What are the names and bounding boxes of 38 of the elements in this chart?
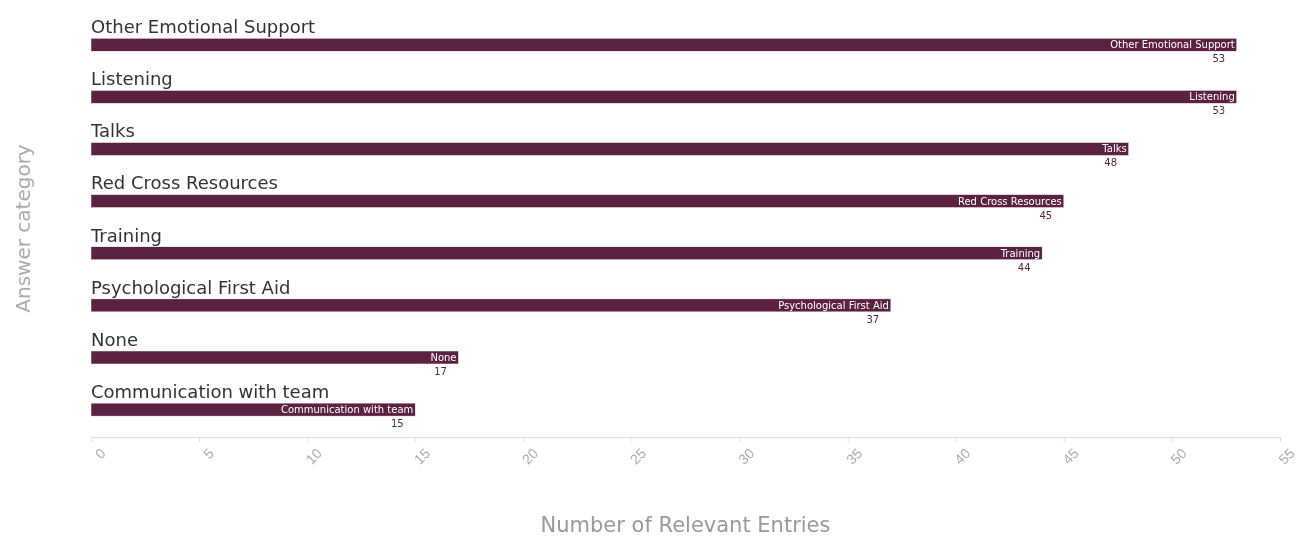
y-axis-title: Answer category xyxy=(11,144,35,313)
x-tick-label: 45 xyxy=(1059,444,1082,468)
category-label: None xyxy=(430,351,457,363)
x-tick-label: 5 xyxy=(200,444,217,462)
x-tick-label: 10 xyxy=(302,444,326,468)
y-tick-label: Talks xyxy=(90,120,135,142)
category-label: Listening xyxy=(1189,91,1235,103)
y-tick-label: Communication with team xyxy=(91,380,330,402)
x-tick-label: 25 xyxy=(626,444,650,468)
x-axis-title: Number of Relevant Entries xyxy=(540,513,831,537)
y-tick-label: Training xyxy=(90,224,163,246)
x-tick-label: 55 xyxy=(1275,444,1298,468)
data-label: 17 xyxy=(434,365,447,377)
category-label: Communication with team xyxy=(280,404,414,416)
data-label: 45 xyxy=(1039,209,1053,221)
y-tick-label: Listening xyxy=(91,68,173,90)
data-label: 37 xyxy=(866,313,880,325)
y-tick-label: Red Cross Resources xyxy=(91,172,278,194)
y-tick-label: None xyxy=(91,328,138,350)
data-label: 53 xyxy=(1212,105,1226,117)
x-tick-label: 40 xyxy=(951,444,974,468)
data-label: 53 xyxy=(1212,53,1226,65)
category-label: Other Emotional Support xyxy=(1110,39,1235,51)
data-label: 48 xyxy=(1104,157,1118,169)
category-label: Talks xyxy=(1102,143,1127,155)
y-tick-label: Psychological First Aid xyxy=(91,276,291,298)
x-tick-label: 50 xyxy=(1167,444,1190,468)
x-tick-label: 20 xyxy=(518,444,542,468)
x-tick-label: 0 xyxy=(91,444,109,462)
category-label: Red Cross Resources xyxy=(957,195,1062,207)
x-tick-label: 30 xyxy=(734,444,758,468)
category-label: Psychological First Aid xyxy=(778,299,889,311)
x-tick-label: 35 xyxy=(843,444,866,468)
x-tick-label: 15 xyxy=(410,444,434,468)
y-tick-label: Other Emotional Support xyxy=(91,16,316,38)
data-label: 44 xyxy=(1017,261,1031,273)
category-label: Training xyxy=(1000,247,1041,259)
data-label: 15 xyxy=(390,418,404,430)
